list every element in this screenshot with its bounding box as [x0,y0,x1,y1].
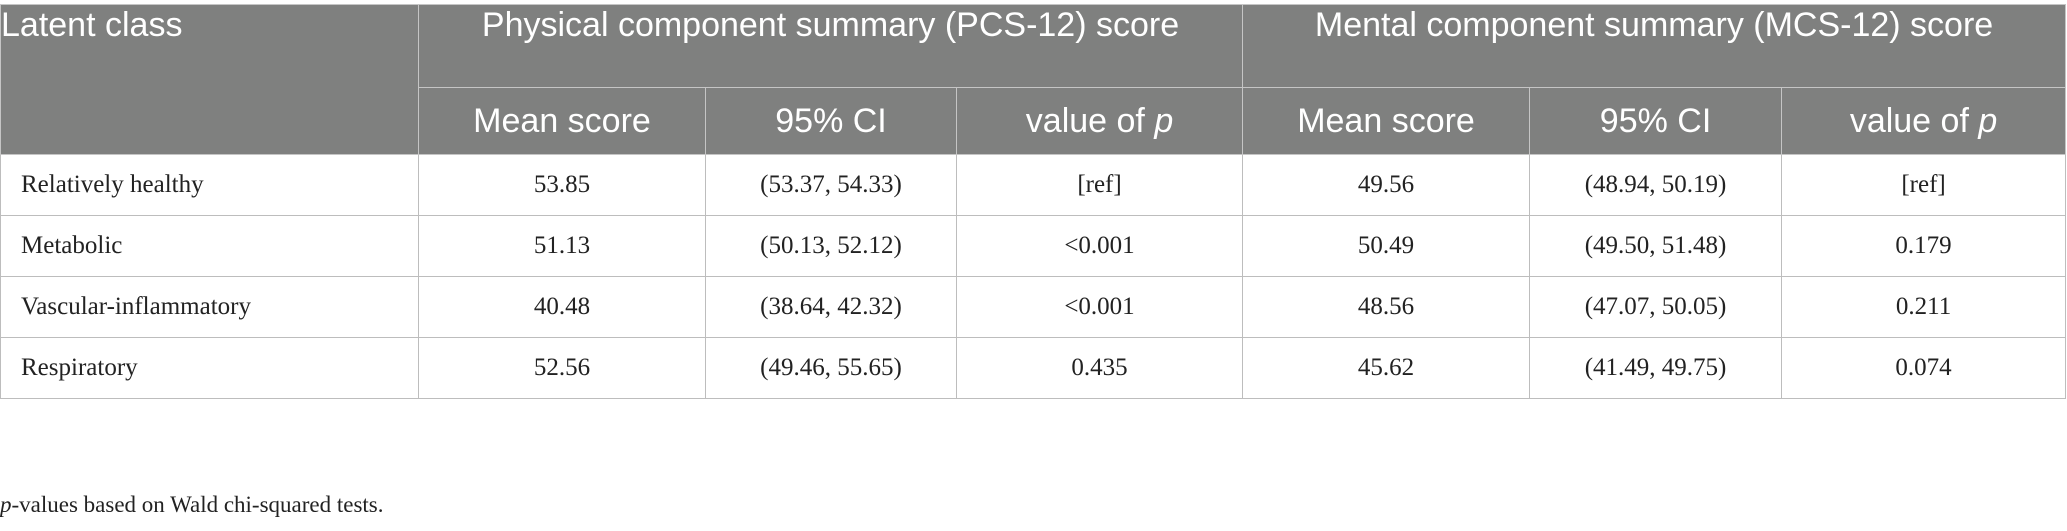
pcs-ci-cell: (50.13, 52.12) [705,215,957,277]
footnote-p-symbol: p [0,492,12,517]
row-label: Vascular-inflammatory [0,276,419,338]
table-row: Metabolic 51.13 (50.13, 52.12) <0.001 50… [0,215,2067,277]
pcs-p-cell: 0.435 [955,337,1244,399]
header-row-subcolumns: Mean score 95% CI value of p Mean score … [1,87,2067,155]
pcs-p-cell: <0.001 [955,215,1244,277]
pcs-ci-cell: (53.37, 54.33) [705,154,957,216]
table-row: Relatively healthy 53.85 (53.37, 54.33) … [0,154,2067,216]
row-label: Relatively healthy [0,154,419,216]
header-pcs-mean: Mean score [418,87,706,155]
header-mcs-p: value of p [1781,87,2067,155]
pcs-mean-cell: 53.85 [418,154,706,216]
header-row-groups: Latent class Physical component summary … [0,4,2067,155]
header-pcs-ci: 95% CI [705,87,957,155]
header-latent-class: Latent class [0,4,419,155]
pcs-mean-cell: 51.13 [418,215,706,277]
header-mcs-p-prefix: value of [1849,101,1979,140]
pcs-ci-cell: (38.64, 42.32) [705,276,957,338]
table-row: Respiratory 52.56 (49.46, 55.65) 0.435 4… [0,337,2067,399]
mcs-ci-cell: (47.07, 50.05) [1529,276,1783,338]
footnote-text: -values based on Wald chi-squared tests. [11,492,384,517]
mcs-ci-cell: (41.49, 49.75) [1529,337,1783,399]
header-pcs-p: value of p [955,87,1244,155]
row-label: Metabolic [0,215,419,277]
pcs-mean-cell: 40.48 [418,276,706,338]
pcs-p-cell: <0.001 [955,276,1244,338]
pcs-p-cell: [ref] [955,154,1244,216]
header-mcs-mean: Mean score [1242,87,1531,155]
results-table: Latent class Physical component summary … [0,4,2067,399]
mcs-mean-cell: 50.49 [1242,215,1531,277]
mcs-p-cell: 0.211 [1781,276,2067,338]
header-pcs-p-prefix: value of [1025,101,1155,140]
table-row: Vascular-inflammatory 40.48 (38.64, 42.3… [0,276,2067,338]
mcs-p-cell: [ref] [1781,154,2067,216]
pcs-mean-cell: 52.56 [418,337,706,399]
header-mcs-group: Mental component summary (MCS-12) score [1242,4,2067,88]
table-footnote: p-values based on Wald chi-squared tests… [0,492,384,518]
header-mcs-ci: 95% CI [1529,87,1783,155]
mcs-mean-cell: 49.56 [1242,154,1531,216]
mcs-p-cell: 0.179 [1781,215,2067,277]
mcs-p-cell: 0.074 [1781,337,2067,399]
mcs-ci-cell: (49.50, 51.48) [1529,215,1783,277]
pcs-ci-cell: (49.46, 55.65) [705,337,957,399]
header-mcs-p-symbol: p [1978,101,1998,140]
header-pcs-group: Physical component summary (PCS-12) scor… [417,4,1244,88]
row-label: Respiratory [0,337,419,399]
mcs-mean-cell: 48.56 [1242,276,1531,338]
mcs-ci-cell: (48.94, 50.19) [1529,154,1783,216]
header-pcs-p-symbol: p [1154,101,1174,140]
mcs-mean-cell: 45.62 [1242,337,1531,399]
